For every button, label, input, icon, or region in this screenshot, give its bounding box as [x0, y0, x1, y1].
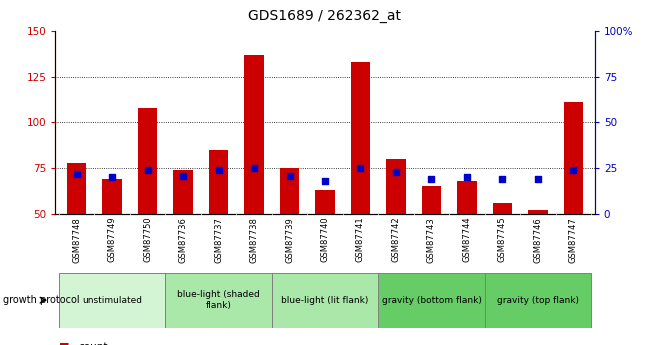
Point [533, 176, 543, 182]
Point [426, 176, 437, 182]
Text: GSM87741: GSM87741 [356, 217, 365, 263]
FancyBboxPatch shape [58, 273, 165, 328]
Bar [174, 170, 193, 214]
Point [178, 173, 188, 178]
FancyBboxPatch shape [272, 273, 378, 328]
Point [568, 167, 578, 173]
Bar [67, 163, 86, 214]
Text: GSM87737: GSM87737 [214, 217, 223, 263]
Text: GSM87749: GSM87749 [107, 217, 116, 263]
FancyBboxPatch shape [485, 273, 592, 328]
Text: GSM87738: GSM87738 [250, 217, 259, 263]
Text: growth protocol: growth protocol [3, 295, 80, 305]
Bar [351, 62, 370, 214]
Text: blue-light (lit flank): blue-light (lit flank) [281, 296, 369, 305]
Bar [138, 108, 157, 214]
Bar [422, 186, 441, 214]
Bar [564, 102, 583, 214]
Text: GSM87747: GSM87747 [569, 217, 578, 263]
Text: count: count [78, 342, 107, 345]
Bar [457, 181, 476, 214]
Text: GSM87744: GSM87744 [462, 217, 471, 263]
Text: unstimulated: unstimulated [82, 296, 142, 305]
Text: gravity (bottom flank): gravity (bottom flank) [382, 296, 482, 305]
Point [249, 166, 259, 171]
Point [284, 173, 294, 178]
Bar [493, 203, 512, 214]
Bar [102, 179, 122, 214]
FancyBboxPatch shape [378, 273, 485, 328]
Point [497, 176, 508, 182]
Point [142, 167, 153, 173]
Point [213, 167, 224, 173]
Text: GDS1689 / 262362_at: GDS1689 / 262362_at [248, 9, 402, 23]
Text: ■: ■ [58, 342, 69, 345]
Point [462, 175, 472, 180]
Text: GSM87740: GSM87740 [320, 217, 330, 263]
Text: GSM87750: GSM87750 [143, 217, 152, 263]
Point [107, 175, 117, 180]
Text: GSM87739: GSM87739 [285, 217, 294, 263]
Text: GSM87748: GSM87748 [72, 217, 81, 263]
FancyBboxPatch shape [165, 273, 272, 328]
Bar [528, 210, 548, 214]
Point [72, 171, 82, 176]
Text: gravity (top flank): gravity (top flank) [497, 296, 579, 305]
Text: GSM87743: GSM87743 [427, 217, 436, 263]
Text: GSM87745: GSM87745 [498, 217, 507, 263]
Point [320, 178, 330, 184]
Bar [315, 190, 335, 214]
Point [356, 166, 366, 171]
Bar [244, 55, 264, 214]
Text: blue-light (shaded
flank): blue-light (shaded flank) [177, 290, 260, 310]
Bar [209, 150, 228, 214]
Bar [280, 168, 299, 214]
Bar [386, 159, 406, 214]
Text: GSM87736: GSM87736 [179, 217, 188, 263]
Text: GSM87746: GSM87746 [534, 217, 543, 263]
Text: GSM87742: GSM87742 [391, 217, 400, 263]
Point [391, 169, 401, 175]
